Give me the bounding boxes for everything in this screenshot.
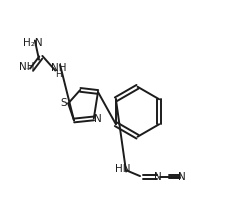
Text: NH: NH [19,62,34,72]
Text: HN: HN [115,164,131,174]
Text: H: H [56,70,62,79]
Text: iminN: iminN [26,68,30,69]
Text: N: N [178,172,186,182]
Text: S: S [60,98,67,108]
Text: N: N [94,114,102,124]
Text: NH: NH [51,63,66,73]
Text: N: N [155,172,162,182]
Text: H₂N: H₂N [23,38,42,48]
